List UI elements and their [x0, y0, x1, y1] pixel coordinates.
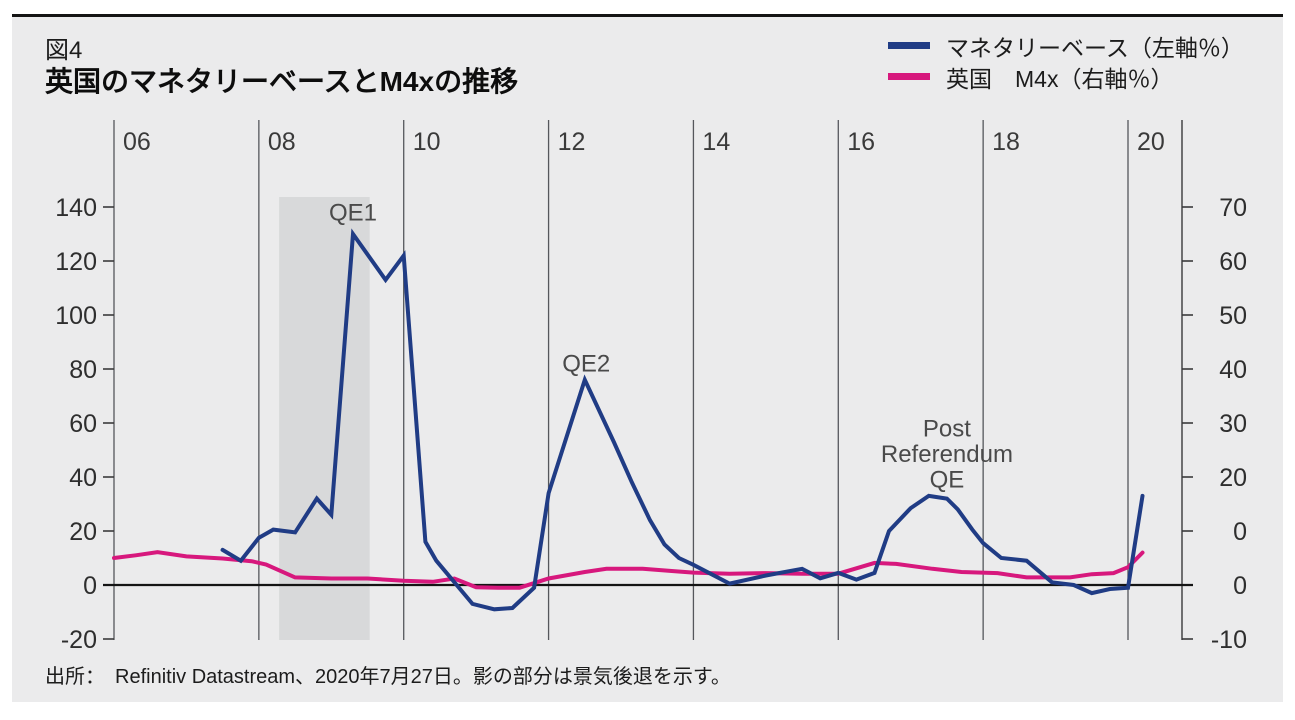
- figure-panel: [12, 17, 1283, 702]
- left-tick-label: 140: [55, 194, 97, 222]
- legend-label-m4x: 英国 M4x（右軸％）: [946, 65, 1174, 92]
- recession-band: [279, 197, 370, 640]
- left-tick-label: 120: [55, 248, 97, 276]
- right-tick-label: 60: [1219, 248, 1247, 276]
- figure-title: 英国のマネタリーベースとM4xの推移: [45, 66, 519, 97]
- year-label: 20: [1137, 128, 1165, 156]
- left-tick-label: -20: [61, 626, 97, 654]
- right-tick-label: 0: [1233, 572, 1247, 600]
- year-label: 18: [992, 128, 1020, 156]
- right-tick-label: 70: [1219, 194, 1247, 222]
- legend-label-monetary-base: マネタリーベース（左軸％）: [946, 34, 1244, 61]
- left-tick-label: 100: [55, 302, 97, 330]
- right-tick-label: -10: [1211, 626, 1247, 654]
- year-label: 10: [413, 128, 441, 156]
- annotation-qe2: QE2: [562, 351, 610, 378]
- left-tick-label: 20: [69, 518, 97, 546]
- legend-item-monetary-base: マネタリーベース（左軸％）: [888, 30, 1244, 61]
- legend-item-m4x: 英国 M4x（右軸％）: [888, 61, 1244, 92]
- year-label: 14: [702, 128, 730, 156]
- annotation-qe: QE: [930, 467, 965, 494]
- year-label: 12: [558, 128, 586, 156]
- m4x-line: [112, 550, 1145, 590]
- legend: マネタリーベース（左軸％） 英国 M4x（右軸％）: [888, 30, 1244, 92]
- legend-swatch-m4x: [888, 73, 930, 80]
- annotation-post: Post: [923, 416, 971, 443]
- figure-number: 図4: [45, 37, 83, 64]
- left-tick-label: 80: [69, 356, 97, 384]
- right-tick-label: 50: [1219, 302, 1247, 330]
- annotation-qe1: QE1: [329, 200, 377, 227]
- right-tick-label: 20: [1219, 464, 1247, 492]
- right-tick-label: 0: [1233, 518, 1247, 546]
- source-note: 出所： Refinitiv Datastream、2020年7月27日。影の部分…: [45, 666, 731, 688]
- left-tick-label: 60: [69, 410, 97, 438]
- figure-top-border: [12, 14, 1283, 17]
- year-label: 16: [847, 128, 875, 156]
- year-label: 08: [268, 128, 296, 156]
- left-tick-label: 40: [69, 464, 97, 492]
- annotation-referendum: Referendum: [881, 441, 1013, 468]
- monetary-base-line: [220, 228, 1145, 612]
- right-tick-label: 40: [1219, 356, 1247, 384]
- right-tick-label: 30: [1219, 410, 1247, 438]
- legend-swatch-monetary-base: [888, 42, 930, 49]
- left-tick-label: 0: [83, 572, 97, 600]
- year-label: 06: [123, 128, 151, 156]
